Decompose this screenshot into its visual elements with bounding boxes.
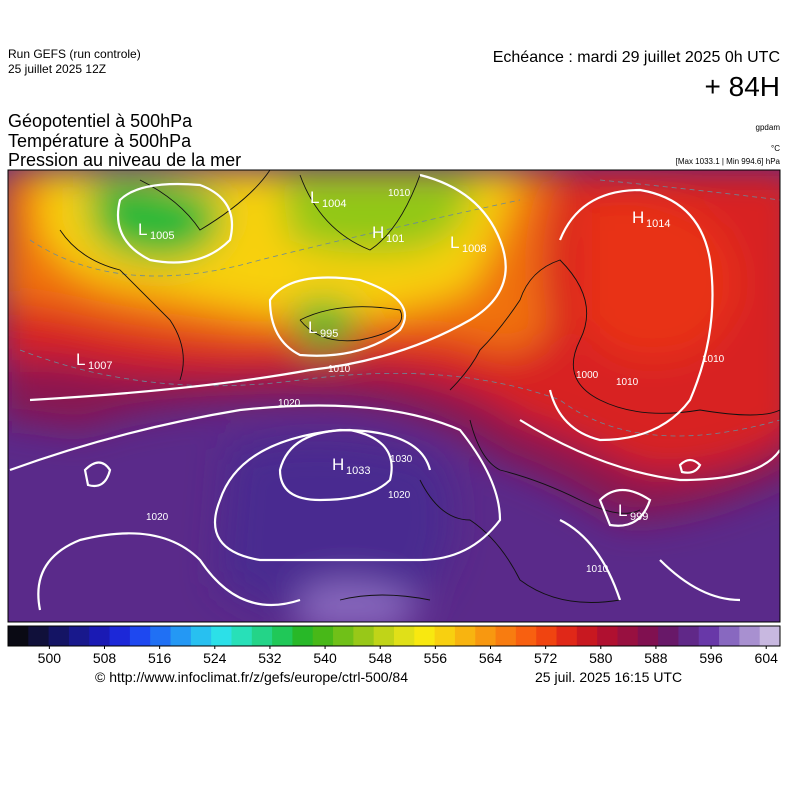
isobar-label: 1030 xyxy=(390,454,413,465)
colorbar-swatch xyxy=(556,626,578,646)
colorbar-frame xyxy=(7,625,781,647)
isobar-label: 1010 xyxy=(586,564,609,575)
pressure-value: 1014 xyxy=(646,218,670,230)
colorbar-swatch xyxy=(292,626,314,646)
colorbar-swatch xyxy=(739,626,761,646)
colorbar-swatch xyxy=(576,626,598,646)
pressure-center: L xyxy=(76,350,85,369)
colorbar-swatch xyxy=(515,626,537,646)
run-date: 25 juillet 2025 12Z xyxy=(8,62,106,76)
pressure-value: 1004 xyxy=(322,198,346,210)
colorbar-swatch xyxy=(150,626,172,646)
pressure-value: 1005 xyxy=(150,230,174,242)
colorbar-swatch xyxy=(475,626,497,646)
run: Run GEFS (run controle) xyxy=(8,47,141,61)
colorbar-swatch xyxy=(353,626,375,646)
colorbar-label: 524 xyxy=(203,650,227,666)
echeance: Echéance : mardi 29 juillet 2025 0h UTC xyxy=(493,49,780,66)
isobar-label: 1020 xyxy=(146,512,169,523)
colorbar-swatch xyxy=(231,626,253,646)
pressure-center: L xyxy=(310,188,319,207)
colorbar-swatch xyxy=(89,626,111,646)
isobar-label: 1020 xyxy=(278,398,301,409)
isobar-label: 1010 xyxy=(616,377,639,388)
pressure-value: 101 xyxy=(386,233,404,245)
pressure-center: L xyxy=(308,318,317,337)
colorbar-swatch xyxy=(658,626,679,646)
colorbar-swatch xyxy=(170,626,192,646)
colorbar-swatch xyxy=(312,626,334,646)
colorbar-label: 500 xyxy=(38,650,62,666)
colorbar-swatch xyxy=(28,626,50,646)
pressure-value: 1007 xyxy=(88,360,112,372)
unit: gpdam xyxy=(756,123,781,132)
colorbar-swatch xyxy=(272,626,293,646)
colorbar-label: 564 xyxy=(479,650,503,666)
colorbar-swatch xyxy=(597,626,618,646)
colorbar-swatch xyxy=(678,626,700,646)
colorbar-swatch xyxy=(190,626,212,646)
colorbar-swatch xyxy=(434,626,456,646)
colorbar-swatch xyxy=(394,626,415,646)
colorbar-swatch xyxy=(211,626,232,646)
colorbar: 500 508 516 524 532 540 548 556 564 572 580 588 596 6… xyxy=(7,625,781,666)
pressure-center: H xyxy=(332,455,344,474)
map: L 1005 L 1004 H 101 L 1008 L 995 L 1007 … xyxy=(8,170,780,622)
colorbar-swatch xyxy=(109,626,131,646)
colorbar-label: 540 xyxy=(313,650,337,666)
colorbar-swatch xyxy=(373,626,395,646)
colorbar-swatch xyxy=(68,626,90,646)
issue-time: 25 juil. 2025 16:15 UTC xyxy=(535,669,682,685)
colorbar-swatch xyxy=(536,626,558,646)
pressure-center: L xyxy=(138,220,147,239)
colorbar-swatch xyxy=(719,626,740,646)
isobar-label: 1010 xyxy=(702,354,725,365)
colorbar-swatch xyxy=(617,626,639,646)
colorbar-swatch xyxy=(454,626,476,646)
pressure-center: L xyxy=(618,501,627,520)
title: Géopotentiel à 500hPa xyxy=(8,111,193,131)
pressure-value: 995 xyxy=(320,328,338,340)
colorbar-swatch xyxy=(48,626,70,646)
colorbar-label: 548 xyxy=(369,650,393,666)
colorbar-swatch xyxy=(495,626,517,646)
colorbar-label: 596 xyxy=(699,650,723,666)
colorbar-swatch xyxy=(637,626,659,646)
colorbar-label: 516 xyxy=(148,650,172,666)
lead-time: + 84H xyxy=(705,71,781,102)
pressure-center: H xyxy=(372,223,384,242)
source-url: © http://www.infoclimat.fr/z/gefs/europe… xyxy=(95,669,408,685)
colorbar-label: 508 xyxy=(93,650,117,666)
pressure-value: 1008 xyxy=(462,243,486,255)
unit: °C xyxy=(771,144,780,153)
pressure-value: 1033 xyxy=(346,465,370,477)
colorbar-label: 604 xyxy=(755,650,779,666)
isobar-label: 1000 xyxy=(576,370,599,381)
pressure-value: 999 xyxy=(630,511,648,523)
colorbar-swatch xyxy=(8,626,29,646)
colorbar-label: 556 xyxy=(424,650,448,666)
colorbar-label: 588 xyxy=(644,650,668,666)
colorbar-label: 580 xyxy=(589,650,613,666)
title: Température à 500hPa xyxy=(8,131,192,151)
colorbar-swatch xyxy=(414,626,436,646)
title: Pression au niveau de la mer xyxy=(8,150,241,170)
colorbar-swatch xyxy=(333,626,354,646)
isobar-label: 1010 xyxy=(328,364,351,375)
pressure-center: L xyxy=(450,233,459,252)
isobar-label: 1020 xyxy=(388,490,411,501)
colorbar-swatch xyxy=(759,626,781,646)
isobar-label: 1010 xyxy=(388,188,411,199)
colorbar-swatch xyxy=(251,626,273,646)
colorbar-swatch xyxy=(129,626,151,646)
colorbar-label: 532 xyxy=(258,650,282,666)
map-frame xyxy=(7,169,781,623)
pressure-center: H xyxy=(632,208,644,227)
colorbar-label: 572 xyxy=(534,650,558,666)
unit: [Max 1033.1 | Min 994.6] hPa xyxy=(676,157,781,166)
colorbar-swatch xyxy=(698,626,720,646)
